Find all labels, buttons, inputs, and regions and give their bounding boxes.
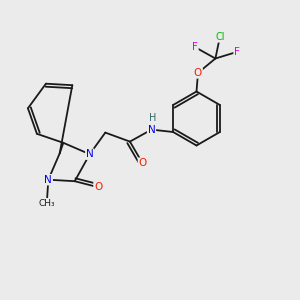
Text: O: O bbox=[194, 68, 202, 78]
Text: F: F bbox=[234, 47, 240, 57]
Text: F: F bbox=[192, 42, 198, 52]
Text: O: O bbox=[94, 182, 102, 192]
Text: H: H bbox=[149, 113, 157, 123]
Text: Cl: Cl bbox=[215, 32, 225, 42]
Text: N: N bbox=[148, 124, 155, 135]
Text: O: O bbox=[138, 158, 147, 168]
Text: N: N bbox=[86, 149, 94, 159]
Text: CH₃: CH₃ bbox=[38, 199, 55, 208]
Text: N: N bbox=[44, 175, 52, 185]
